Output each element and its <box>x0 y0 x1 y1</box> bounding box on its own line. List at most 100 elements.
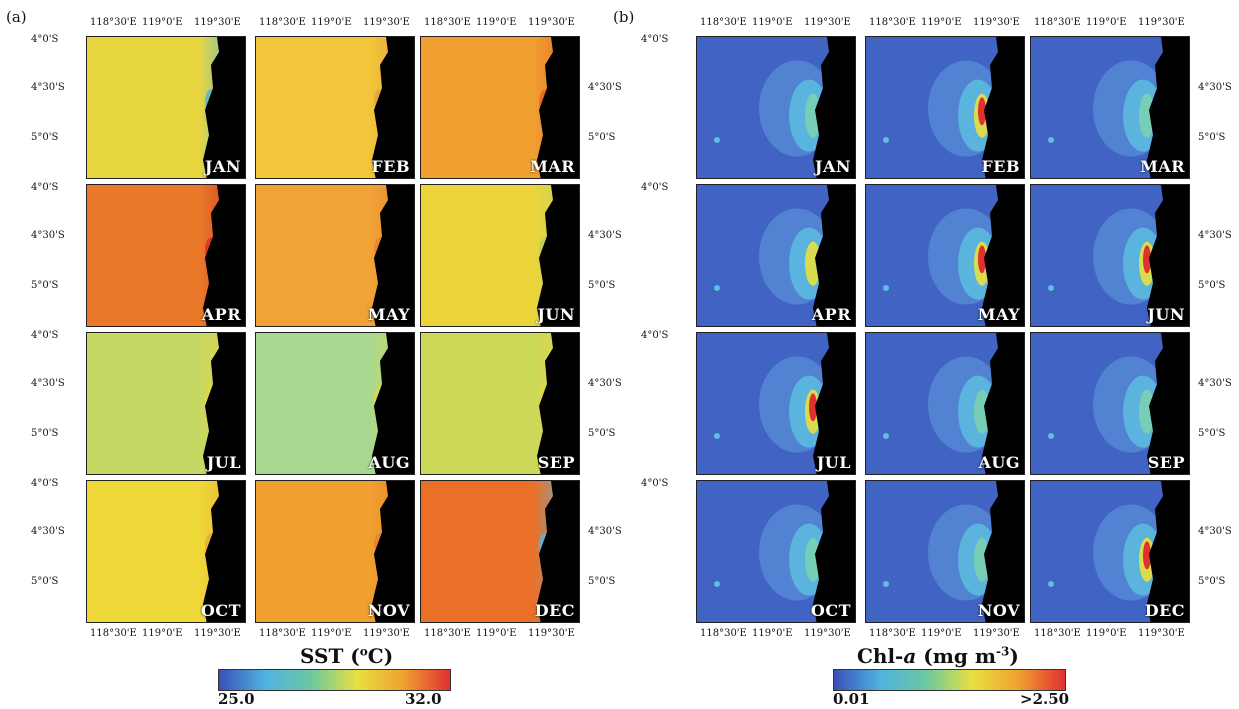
month-label: JAN <box>814 157 851 176</box>
land-mask <box>813 37 855 178</box>
lat-tick: 5°0'S <box>31 280 59 291</box>
colorbar-title-sup: -3 <box>996 644 1010 659</box>
land-mask <box>1147 185 1189 326</box>
chl-spot <box>714 284 720 291</box>
chl-bloom-core <box>1143 245 1151 274</box>
chl-spot <box>714 432 720 439</box>
lat-tick: 4°30'S <box>1198 82 1232 93</box>
map-panel-mar: MAR <box>1030 36 1190 179</box>
panel-label: (b) <box>613 8 635 26</box>
month-label: APR <box>811 305 851 324</box>
lon-tick-top: 119°0'E <box>311 17 352 28</box>
lat-tick: 5°0'S <box>588 132 616 143</box>
land-mask <box>203 481 245 622</box>
land-mask <box>537 333 579 474</box>
land-mask <box>203 37 245 178</box>
chl-spot <box>1048 284 1054 291</box>
map-panel-feb: FEB <box>255 36 415 179</box>
map-field <box>697 481 855 622</box>
chl-spot <box>883 136 889 143</box>
lat-tick: 4°30'S <box>1198 378 1232 389</box>
lon-tick-bottom: 119°0'E <box>311 628 352 639</box>
lat-tick: 4°0'S <box>31 330 59 341</box>
month-label: OCT <box>810 601 851 620</box>
map-field <box>697 333 855 474</box>
lat-tick: 4°30'S <box>588 82 622 93</box>
colorbar-max: 32.0 <box>405 690 442 708</box>
month-label: DEC <box>534 601 575 620</box>
lat-tick: 4°30'S <box>31 82 65 93</box>
land-mask <box>982 481 1024 622</box>
map-panel-dec: DEC <box>420 480 580 623</box>
map-panel-feb: FEB <box>865 36 1025 179</box>
lat-tick: 5°0'S <box>1198 428 1226 439</box>
land-mask <box>813 481 855 622</box>
land-mask <box>372 37 414 178</box>
lat-tick: 5°0'S <box>31 428 59 439</box>
lon-tick-bottom: 119°30'E <box>804 628 851 639</box>
lon-tick-bottom: 119°0'E <box>142 628 183 639</box>
month-label: MAY <box>367 305 410 324</box>
map-panel-jun: JUN <box>420 184 580 327</box>
month-label: FEB <box>981 157 1020 176</box>
lat-tick: 5°0'S <box>31 132 59 143</box>
lon-tick-bottom: 118°30'E <box>259 628 306 639</box>
lon-tick-bottom: 118°30'E <box>869 628 916 639</box>
map-field <box>1031 185 1189 326</box>
month-label: JUN <box>537 305 575 324</box>
lat-tick: 5°0'S <box>1198 132 1226 143</box>
chl-spot <box>1048 580 1054 587</box>
lat-tick: 5°0'S <box>31 576 59 587</box>
chl-bloom-core <box>1143 541 1151 570</box>
map-panel-aug: AUG <box>865 332 1025 475</box>
chl-spot <box>714 580 720 587</box>
map-field <box>421 333 579 474</box>
map-panel-apr: APR <box>696 184 856 327</box>
colorbar-title: Chl-a (mg m-3) <box>857 644 1019 668</box>
map-panel-oct: OCT <box>86 480 246 623</box>
colorbar-title-italic: a <box>903 644 917 668</box>
lat-tick: 4°30'S <box>31 378 65 389</box>
land-mask <box>372 481 414 622</box>
map-panel-sep: SEP <box>1030 332 1190 475</box>
lon-tick-bottom: 118°30'E <box>1034 628 1081 639</box>
lon-tick-top: 119°0'E <box>752 17 793 28</box>
map-field <box>866 185 1024 326</box>
lat-tick: 4°0'S <box>641 182 669 193</box>
map-field <box>256 481 414 622</box>
map-panel-aug: AUG <box>255 332 415 475</box>
colorbar-min: 25.0 <box>218 690 255 708</box>
land-mask <box>372 185 414 326</box>
lat-tick: 5°0'S <box>1198 576 1226 587</box>
lat-tick: 4°0'S <box>641 478 669 489</box>
lat-tick: 4°30'S <box>588 230 622 241</box>
month-label: NOV <box>367 601 410 620</box>
lon-tick-bottom: 119°30'E <box>528 628 575 639</box>
lon-tick-top: 118°30'E <box>1034 17 1081 28</box>
lat-tick: 4°30'S <box>1198 230 1232 241</box>
lat-tick: 4°0'S <box>31 182 59 193</box>
lon-tick-top: 118°30'E <box>869 17 916 28</box>
land-mask <box>982 185 1024 326</box>
month-label: APR <box>201 305 241 324</box>
map-field <box>256 37 414 178</box>
chl-spot <box>883 580 889 587</box>
land-mask <box>982 37 1024 178</box>
land-mask <box>982 333 1024 474</box>
lat-tick: 4°30'S <box>588 378 622 389</box>
map-field <box>1031 333 1189 474</box>
map-field <box>1031 481 1189 622</box>
lon-tick-bottom: 119°30'E <box>363 628 410 639</box>
map-panel-nov: NOV <box>255 480 415 623</box>
map-panel-apr: APR <box>86 184 246 327</box>
colorbar-title: SST (oC) <box>300 644 393 668</box>
month-label: OCT <box>200 601 241 620</box>
month-label: SEP <box>537 453 575 472</box>
land-mask <box>372 333 414 474</box>
lon-tick-top: 119°30'E <box>194 17 241 28</box>
lon-tick-top: 119°30'E <box>363 17 410 28</box>
lon-tick-bottom: 119°30'E <box>1138 628 1185 639</box>
map-field <box>87 333 245 474</box>
land-mask <box>1147 37 1189 178</box>
colorbar-title-mid: (mg m <box>916 644 997 668</box>
